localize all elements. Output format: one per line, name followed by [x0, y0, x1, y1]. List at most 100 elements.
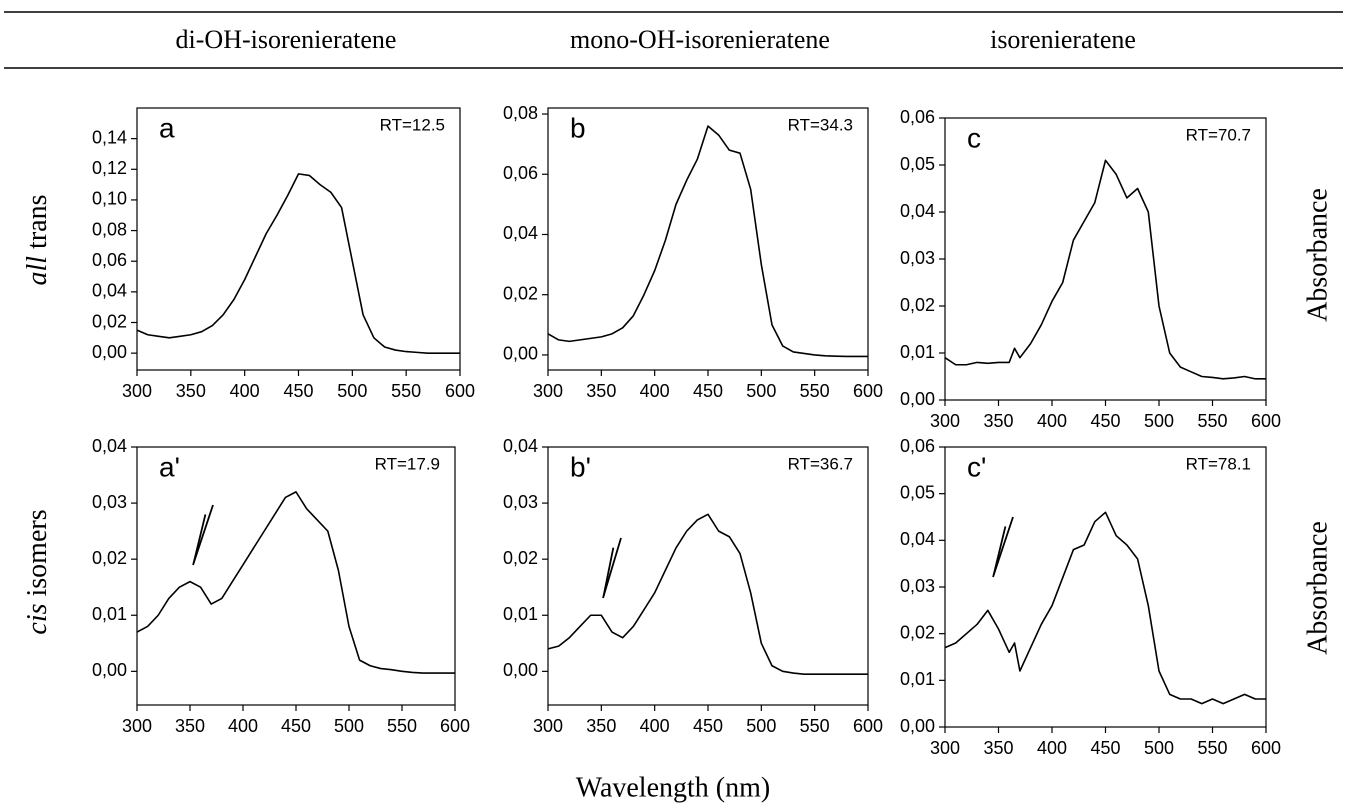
y-tick-label: 0,02	[900, 622, 935, 642]
x-tick-label: 450	[693, 716, 723, 736]
y-tick-label: 0,04	[503, 436, 538, 456]
x-tick-label: 450	[1090, 411, 1120, 431]
column-header: isorenieratene	[990, 25, 1136, 54]
column-header: mono-OH-isorenieratene	[570, 25, 830, 54]
panel: 0,00 0,01 0,02 0,03 0,04 0,05 0,06 300 350 400 450…	[900, 107, 1281, 431]
x-tick-label: 400	[640, 716, 670, 736]
y-tick-label: 0,06	[900, 107, 935, 127]
x-tick-label: 300	[122, 716, 152, 736]
y-tick-label: 0,00	[92, 660, 127, 680]
x-tick-label: 500	[337, 381, 367, 401]
y-tick-label: 0,02	[503, 548, 538, 568]
x-tick-label: 600	[440, 716, 470, 736]
panel: 0,00 0,01 0,02 0,03 0,04 300 350 400 450 500 550 60…	[92, 436, 470, 736]
row-label-text: isomers	[22, 509, 53, 596]
panel: 0,00 0,01 0,02 0,03 0,04 0,05 0,06 300 350 400 450…	[900, 436, 1281, 758]
x-tick-label: 550	[391, 381, 421, 401]
y-tick-label: 0,00	[92, 342, 127, 362]
x-tick-label: 600	[1251, 411, 1281, 431]
y-tick-label: 0,08	[503, 103, 538, 123]
x-tick-label: 300	[930, 411, 960, 431]
y-axis-label: Absorbance	[1302, 188, 1333, 322]
annotation: RT=36.7	[788, 454, 853, 473]
y-tick-label: 0,06	[503, 163, 538, 183]
y-tick-label: 0,06	[92, 250, 127, 270]
arrow-shaft	[602, 547, 615, 597]
y-tick-label: 0,04	[900, 529, 935, 549]
row-label-italic: all	[22, 256, 53, 286]
x-tick-label: 400	[228, 716, 258, 736]
x-tick-label: 450	[283, 381, 313, 401]
x-tick-label: 350	[586, 381, 616, 401]
y-tick-label: 0,00	[503, 344, 538, 364]
panel-label: c'	[967, 451, 986, 482]
x-tick-label: 600	[1251, 738, 1281, 758]
plot-frame	[136, 446, 456, 706]
plot-frame	[547, 446, 869, 706]
row-label-italic: cis	[22, 603, 53, 634]
y-tick-label: 0,05	[900, 154, 935, 174]
annotation: RT=70.7	[1186, 125, 1251, 144]
x-tick-label: 300	[122, 381, 152, 401]
plot-frame	[547, 107, 869, 371]
y-tick-label: 0,01	[900, 669, 935, 689]
y-tick-label: 0,00	[900, 716, 935, 736]
x-tick-label: 350	[176, 381, 206, 401]
panel-label: a'	[159, 451, 180, 482]
x-tick-label: 350	[586, 716, 616, 736]
plot-frame	[944, 446, 1267, 728]
panel: 0,00 0,01 0,02 0,03 0,04 300 350 400 450 500 550 60…	[503, 436, 883, 736]
x-tick-label: 550	[800, 716, 830, 736]
y-tick-label: 0,02	[503, 283, 538, 303]
x-tick-label: 400	[1037, 411, 1067, 431]
x-axis-label: Wavelength (nm)	[576, 772, 770, 803]
y-tick-label: 0,01	[503, 604, 538, 624]
y-tick-label: 0,00	[900, 389, 935, 409]
y-tick-label: 0,01	[900, 342, 935, 362]
y-tick-label: 0,12	[92, 158, 127, 178]
y-axis-label: Absorbance	[1302, 521, 1333, 655]
x-tick-label: 400	[640, 381, 670, 401]
y-tick-label: 0,02	[92, 548, 127, 568]
x-tick-label: 300	[930, 738, 960, 758]
arrow-shaft	[992, 526, 1007, 576]
x-tick-label: 500	[746, 381, 776, 401]
panel-label: a	[159, 112, 175, 143]
spectrum-line	[136, 491, 455, 674]
spectrum-line	[547, 125, 868, 358]
panel-label: b'	[570, 451, 591, 482]
x-tick-label: 500	[746, 716, 776, 736]
panel-label: c	[967, 122, 981, 153]
x-tick-label: 400	[1037, 738, 1067, 758]
y-tick-label: 0,03	[900, 576, 935, 596]
y-tick-label: 0,10	[92, 189, 127, 209]
spectrum-line	[944, 159, 1266, 380]
x-tick-label: 450	[1090, 738, 1120, 758]
x-tick-label: 600	[853, 381, 883, 401]
x-tick-label: 550	[1197, 411, 1227, 431]
column-header: di-OH-isorenieratene	[176, 25, 397, 54]
y-tick-label: 0,04	[503, 223, 538, 243]
x-tick-label: 350	[983, 738, 1013, 758]
panel-label: b	[570, 112, 586, 143]
annotation: RT=34.3	[788, 115, 853, 134]
x-tick-label: 350	[175, 716, 205, 736]
x-tick-label: 300	[533, 381, 563, 401]
x-tick-label: 400	[230, 381, 260, 401]
x-tick-label: 600	[445, 381, 475, 401]
x-tick-label: 500	[1144, 411, 1174, 431]
panel: 0,00 0,02 0,04 0,06 0,08 0,10 0,12 0,14 300 350 40…	[92, 107, 475, 401]
plot-frame	[136, 107, 461, 371]
y-tick-label: 0,08	[92, 219, 127, 239]
annotation: RT=17.9	[375, 454, 440, 473]
y-tick-label: 0,01	[92, 604, 127, 624]
spectrum-line	[944, 511, 1266, 705]
y-tick-label: 0,02	[92, 311, 127, 331]
y-tick-label: 0,02	[900, 295, 935, 315]
x-tick-label: 550	[800, 381, 830, 401]
x-tick-label: 500	[1144, 738, 1174, 758]
y-tick-label: 0,00	[503, 660, 538, 680]
panel: 0,00 0,02 0,04 0,06 0,08 300 350 400 450 500 550 60…	[503, 103, 883, 401]
annotation: RT=12.5	[380, 115, 445, 134]
x-tick-label: 450	[281, 716, 311, 736]
